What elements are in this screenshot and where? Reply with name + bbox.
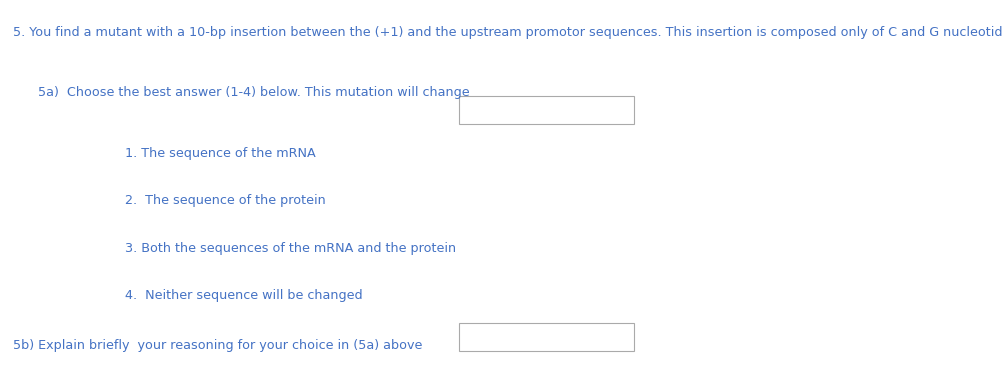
- Text: 5b) Explain briefly  your reasoning for your choice in (5a) above: 5b) Explain briefly your reasoning for y…: [13, 339, 422, 352]
- Text: 3. Both the sequences of the mRNA and the protein: 3. Both the sequences of the mRNA and th…: [125, 242, 456, 255]
- Text: 5a)  Choose the best answer (1-4) below. This mutation will change: 5a) Choose the best answer (1-4) below. …: [38, 86, 469, 99]
- Text: 2.  The sequence of the protein: 2. The sequence of the protein: [125, 194, 326, 207]
- Text: 4.  Neither sequence will be changed: 4. Neither sequence will be changed: [125, 289, 363, 302]
- FancyBboxPatch shape: [459, 323, 633, 351]
- Text: 5. You find a mutant with a 10-bp insertion between the (+1) and the upstream pr: 5. You find a mutant with a 10-bp insert…: [13, 26, 1002, 39]
- Text: 1. The sequence of the mRNA: 1. The sequence of the mRNA: [125, 147, 316, 160]
- FancyBboxPatch shape: [459, 96, 633, 124]
